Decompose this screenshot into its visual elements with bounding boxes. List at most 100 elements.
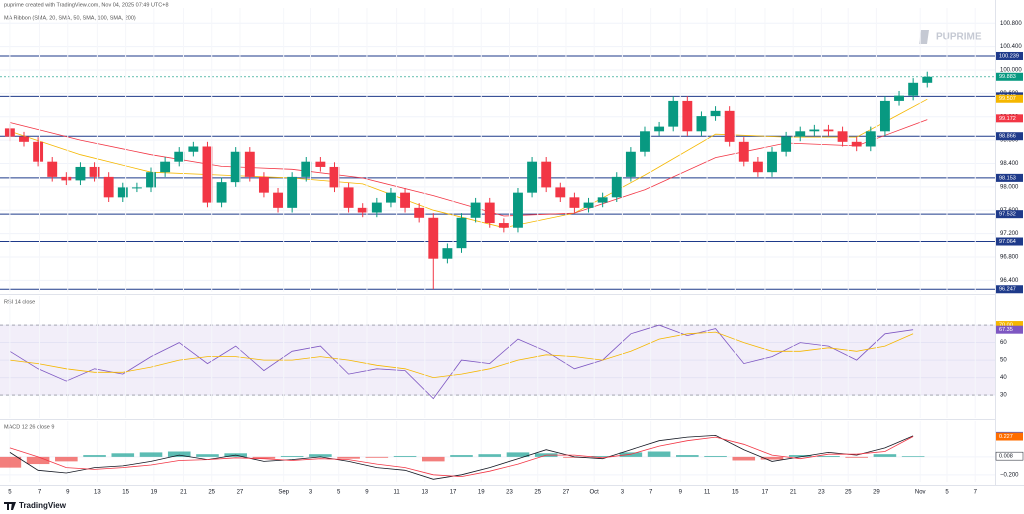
histogram-bar [280,455,304,457]
histogram-bar [365,456,389,458]
candle-body [879,100,890,132]
candle-body [343,187,354,208]
candle-body [640,131,650,152]
level-tag [996,285,1023,294]
candle-body [329,166,340,188]
y-tick-label: 100.800 [1000,21,1022,27]
candle-body [527,161,538,193]
histogram-bar [0,456,22,468]
candle-body [146,172,156,188]
y-tick-label: 100.000 [1000,68,1022,74]
y-tick-label: 50 [1000,358,1007,364]
histogram-bar [393,455,417,457]
level-tag-label: 96.247 [999,287,1016,293]
x-tick-label: 23 [818,490,825,496]
x-tick-label: 21 [790,490,797,496]
y-tick-label: 96.800 [1000,255,1019,261]
candle-body [625,151,636,177]
candle-body [809,129,820,132]
price-tag [996,321,1023,330]
indicator-line [9,324,914,400]
price-tag [996,94,1023,103]
candle-body [922,76,933,83]
price-tag-label: 99.883 [999,74,1016,80]
candle-body [470,202,481,218]
x-tick-label: 19 [150,490,157,496]
candle-body [456,217,467,249]
y-tick-label: 98.400 [1000,161,1019,167]
x-tick-label: 29 [873,490,880,496]
candle-body [710,110,721,117]
price-tag [996,72,1023,81]
candle-body [513,192,523,228]
candle-body [47,161,58,177]
histogram-bar [619,452,643,457]
indicator-line [9,436,914,478]
candle-body [583,202,594,208]
candle-body [19,136,29,142]
candle-body [795,131,806,137]
candle-body [61,176,72,181]
price-tag-label: 70.00 [999,323,1013,329]
candle-body [400,192,410,208]
candle-body [33,141,44,162]
histogram-bar [26,456,50,465]
y-tick-label: −0.200 [1000,472,1019,478]
candle-body [541,161,552,188]
candle-body [216,182,227,203]
candle-body [131,187,142,189]
candle-body [188,146,199,152]
candle-body [75,166,86,181]
x-tick-label: 7 [38,490,42,496]
level-tag [996,237,1023,246]
candle-body [781,136,792,152]
x-tick-label: 11 [704,490,711,496]
x-tick-label: 19 [478,490,485,496]
x-tick-label: 25 [208,490,215,496]
x-tick-label: 27 [237,490,244,496]
histogram-bar [421,456,445,462]
candle-body [767,151,777,173]
indicator-line [9,98,928,229]
rsi-band [0,325,995,396]
histogram-bar [252,456,276,459]
histogram-bar [817,455,840,457]
x-tick-label: Oct [590,490,600,496]
x-tick-label: 15 [122,490,129,496]
candle-body [569,197,580,208]
watermark: PUPRIME [936,32,982,43]
histogram-bar [760,456,784,460]
indicator-title: RSI 14 close [4,299,35,305]
candle-body [654,126,665,132]
histogram-bar [139,452,163,457]
y-tick-label: 100.400 [1000,44,1022,50]
candle-body [386,192,396,203]
histogram-bar [563,456,586,458]
x-tick-label: 13 [94,490,101,496]
histogram-bar [450,455,473,457]
y-tick-label: 98.000 [1000,184,1019,190]
histogram-bar [788,455,812,457]
candle-body [287,176,298,208]
price-tag-label: 0.227 [999,434,1013,440]
candle-body [371,202,382,213]
candle-body [202,146,213,203]
candle-body [555,187,566,198]
attribution: puprime created with TradingView.com, No… [4,2,169,8]
x-tick-label: 7 [649,490,653,496]
level-tag-label: 98.866 [999,134,1016,140]
indicator-title: MA Ribbon (SMA, 20, SMA, 50, SMA, 100, S… [4,15,136,21]
histogram-bar [647,451,671,457]
candle-body [738,141,749,162]
x-tick-label: 5 [945,490,949,496]
level-tag-label: 97.532 [999,212,1016,218]
price-tag [996,114,1023,123]
indicator-line [9,119,928,217]
histogram-bar [196,454,219,457]
candle-body [301,161,312,177]
x-tick-label: 5 [8,490,12,496]
y-tick-label: 98.800 [1000,138,1019,144]
histogram-bar [111,453,135,457]
x-tick-label: 3 [309,490,313,496]
